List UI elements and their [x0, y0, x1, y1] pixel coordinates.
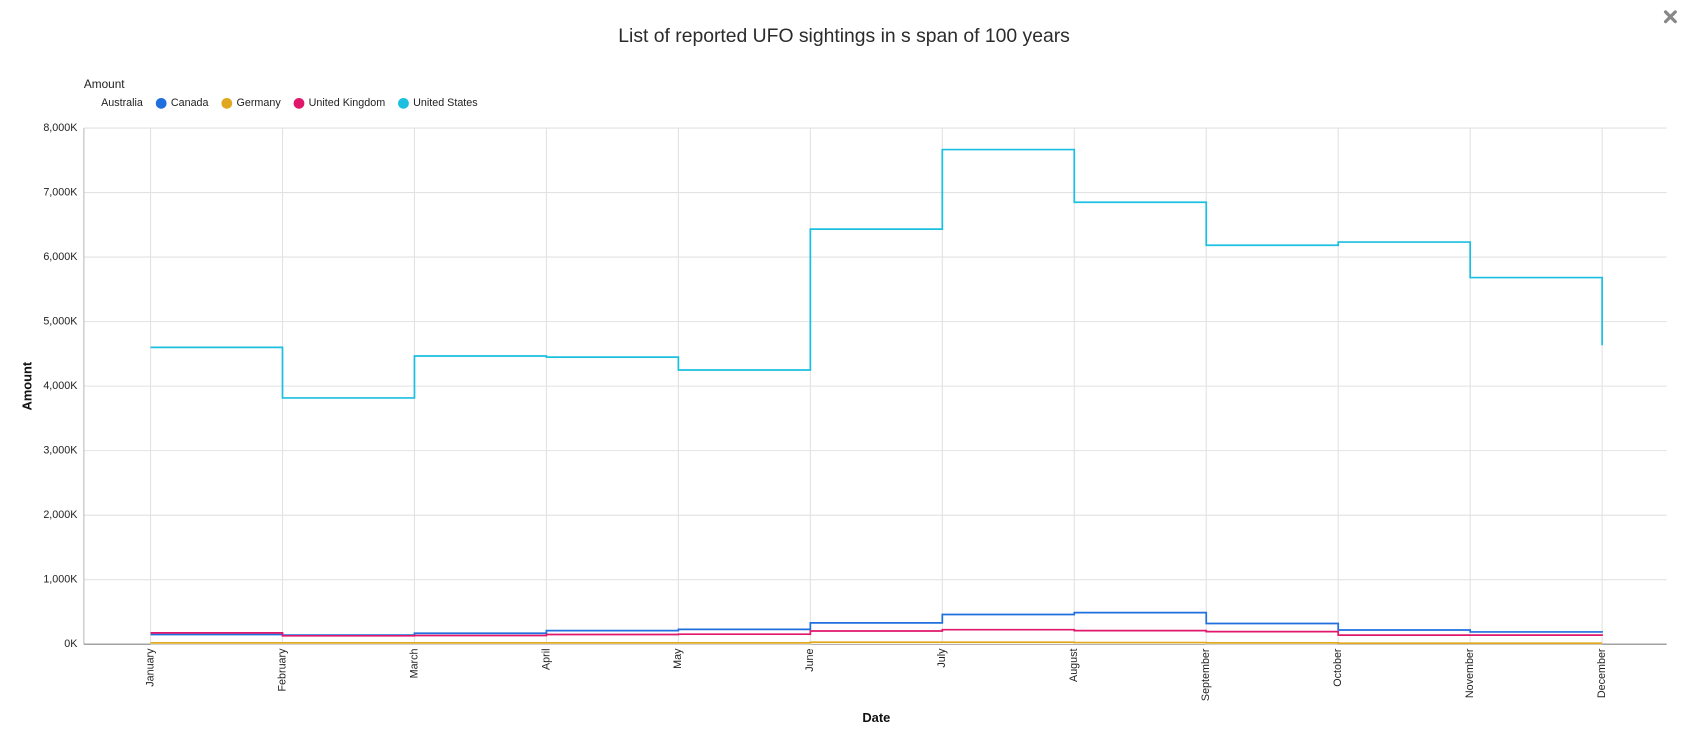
legend-marker — [221, 97, 233, 109]
y-tick-label: 1,000K — [43, 574, 78, 586]
series-line — [150, 641, 1603, 645]
x-tick-label: April — [540, 648, 552, 670]
y-tick-label: 8,000K — [43, 122, 78, 134]
x-axis-title: Date — [862, 710, 890, 725]
x-tick-label: July — [936, 648, 948, 668]
legend-marker — [398, 97, 409, 109]
legend-label: United Kingdom — [309, 97, 386, 109]
close-icon[interactable] — [1663, 10, 1677, 24]
y-axis-title: Amount — [19, 361, 34, 410]
legend-marker — [293, 97, 305, 109]
series-line — [150, 148, 1603, 399]
series-line — [150, 628, 1603, 637]
x-tick-label: June — [804, 648, 816, 671]
x-tick-label: December — [1596, 648, 1608, 698]
x-tick-label: October — [1332, 648, 1344, 687]
legend-label: United States — [413, 97, 478, 109]
y-tick-label: 0K — [64, 638, 78, 650]
x-tick-label: August — [1068, 648, 1080, 681]
x-tick-label: January — [144, 648, 156, 687]
x-tick-label: May — [672, 648, 684, 669]
chart-title: List of reported UFO sightings in s span… — [618, 25, 1070, 47]
y-tick-label: 3,000K — [43, 444, 78, 456]
close-button[interactable] — [1663, 10, 1677, 24]
legend-label: Australia — [101, 97, 143, 109]
y-tick-label: 6,000K — [43, 251, 78, 263]
legend-label: Germany — [236, 97, 281, 109]
legend-title: Amount — [84, 77, 125, 91]
y-tick-label: 2,000K — [43, 509, 78, 521]
y-tick-label: 5,000K — [43, 315, 78, 327]
x-tick-label: November — [1464, 648, 1476, 698]
x-tick-label: March — [408, 648, 420, 678]
x-tick-label: February — [276, 648, 288, 692]
series-line — [150, 611, 1603, 637]
x-tick-label: September — [1200, 648, 1212, 701]
y-tick-label: 4,000K — [43, 380, 78, 392]
y-tick-label: 7,000K — [43, 186, 78, 198]
legend-marker — [155, 97, 167, 109]
legend-label: Canada — [171, 97, 209, 109]
